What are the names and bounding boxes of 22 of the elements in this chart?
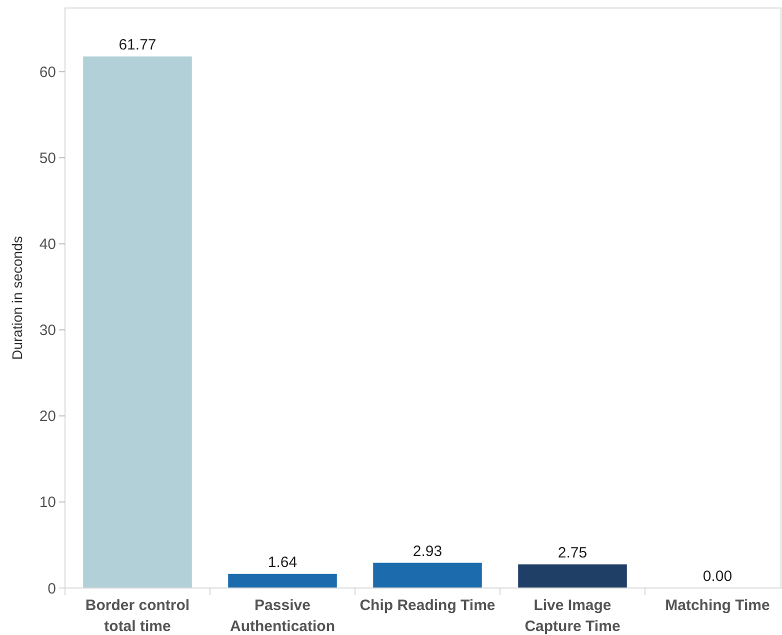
x-tick-label: Live Image Capture Time [524, 597, 620, 635]
data-label: 2.75 [558, 544, 588, 562]
y-tick-label: 30 [39, 322, 56, 340]
y-tick-label: 20 [39, 408, 56, 426]
x-tick-label: Passive Authentication [230, 597, 335, 635]
y-tick-label: 0 [48, 580, 56, 598]
data-label: 2.93 [412, 542, 442, 560]
y-axis-title: Duration in seconds [9, 236, 25, 360]
data-label: 1.64 [268, 554, 298, 571]
y-tick-label: 60 [39, 64, 56, 81]
data-label: 61.77 [118, 36, 156, 54]
data-label: 0.00 [702, 568, 732, 585]
x-tick-label: Chip Reading Time [360, 597, 496, 614]
y-tick-label: 50 [39, 150, 56, 167]
x-tick-label: Matching Time [665, 597, 770, 614]
y-tick-label: 10 [39, 494, 56, 512]
bar [518, 564, 627, 588]
y-tick-label: 40 [39, 236, 56, 254]
bar [83, 56, 192, 588]
bar [228, 574, 337, 588]
x-tick-label: Border control total time [85, 597, 190, 635]
bar [373, 562, 482, 588]
